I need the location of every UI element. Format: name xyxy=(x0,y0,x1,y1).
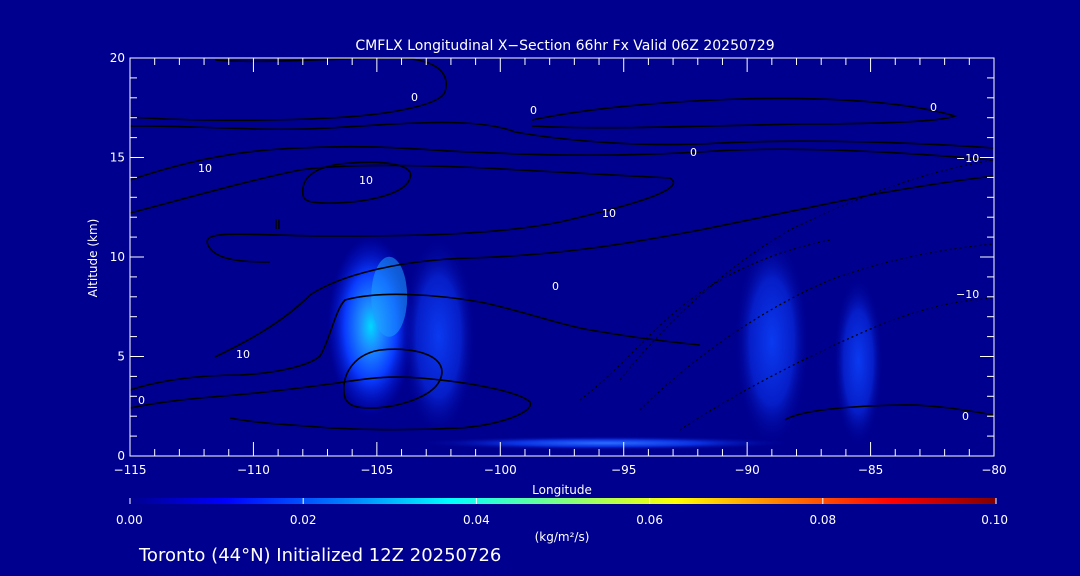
flux-cell-4 xyxy=(413,436,797,451)
y-tick-label: 15 xyxy=(110,151,125,165)
contour-line xyxy=(130,376,532,431)
contour-line xyxy=(130,164,675,263)
contour-line xyxy=(531,97,958,129)
x-tick-label: −115 xyxy=(114,463,147,477)
contour-label: 0 xyxy=(962,410,969,423)
contour-label: 0 xyxy=(690,146,697,159)
contour-label: 0 xyxy=(138,394,145,407)
contour-label: 10 xyxy=(602,207,616,220)
contour-label: 0 xyxy=(530,104,537,117)
x-tick-label: −105 xyxy=(360,463,393,477)
contour-line xyxy=(275,219,280,229)
x-axis-label: Longitude xyxy=(532,483,592,497)
colorbar-tick-label: 0.02 xyxy=(290,513,317,527)
contour-label: 10 xyxy=(359,174,373,187)
contour-label: 0 xyxy=(930,101,937,114)
contour-line xyxy=(214,175,994,358)
y-tick-label: 5 xyxy=(117,350,125,364)
x-tick-label: −90 xyxy=(734,463,759,477)
footer-caption: Toronto (44°N) Initialized 12Z 20250726 xyxy=(138,545,501,566)
flux-cell-2 xyxy=(734,237,809,447)
flux-cell-1 xyxy=(401,237,476,437)
contour-labels: 0 0 0 0 10 10 10 0 10 0 0 −10 −10 xyxy=(138,91,979,423)
flux-cell-core xyxy=(371,256,408,337)
contour-line xyxy=(302,161,412,204)
y-tick-label: 0 xyxy=(117,449,125,463)
colorbar-tick-label: 0.00 xyxy=(116,513,143,527)
contour-label: 0 xyxy=(411,91,418,104)
contour-line xyxy=(784,404,994,421)
y-tick-label: 20 xyxy=(110,51,125,65)
negative-contour-lines xyxy=(579,159,994,431)
x-tick-label: −100 xyxy=(484,463,517,477)
contour-line xyxy=(579,239,831,401)
colorbar xyxy=(130,498,996,504)
colorbar-units: (kg/m²/s) xyxy=(535,530,590,544)
x-tick-label: −85 xyxy=(858,463,883,477)
contour-label: 0 xyxy=(552,280,559,293)
contour-label: −10 xyxy=(956,152,979,165)
flux-heat-layer xyxy=(327,237,883,451)
chart-title: CMFLX Longitudinal X−Section 66hr Fx Val… xyxy=(355,38,774,54)
x-tick-label: −95 xyxy=(611,463,636,477)
colorbar-tick-label: 0.04 xyxy=(463,513,490,527)
x-tick-label: −80 xyxy=(981,463,1006,477)
contour-line xyxy=(130,58,447,122)
contour-line xyxy=(130,293,701,391)
flux-cell-3 xyxy=(833,276,883,447)
colorbar-ticks: 0.00 0.02 0.04 0.06 0.08 0.10 xyxy=(116,498,1008,527)
contour-lines xyxy=(130,58,994,431)
x-tick-label: −110 xyxy=(237,463,270,477)
contour-label: 10 xyxy=(236,348,250,361)
y-axis-label: Altitude (km) xyxy=(86,219,100,298)
colorbar-tick-label: 0.10 xyxy=(981,513,1008,527)
contour-line xyxy=(130,145,994,181)
contour-line xyxy=(639,243,994,411)
contour-line xyxy=(343,348,443,409)
colorbar-tick-label: 0.06 xyxy=(636,513,663,527)
contour-line xyxy=(130,121,994,149)
contour-label: −10 xyxy=(956,288,979,301)
y-tick-label: 10 xyxy=(110,250,125,264)
colorbar-tick-label: 0.08 xyxy=(809,513,836,527)
contour-label: 10 xyxy=(198,162,212,175)
